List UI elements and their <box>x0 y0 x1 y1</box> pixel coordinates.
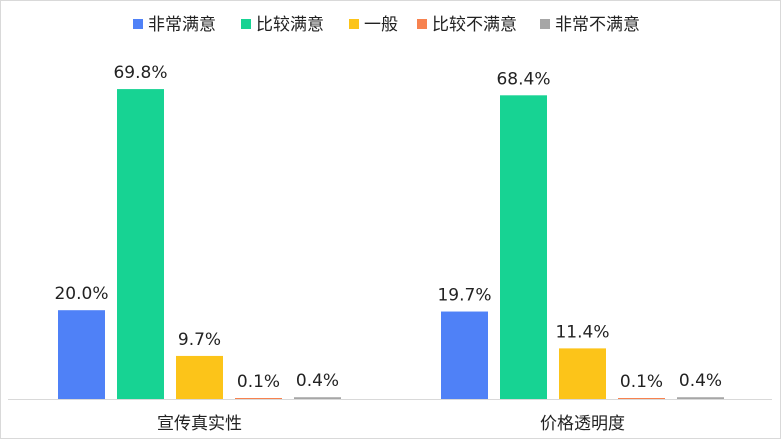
data-label: 68.4% <box>496 69 550 89</box>
data-label: 0.4% <box>296 371 339 391</box>
bar <box>500 95 547 399</box>
legend-swatch <box>540 19 550 29</box>
bar <box>559 348 606 399</box>
legend-swatch <box>417 19 427 29</box>
data-label: 0.4% <box>679 371 722 391</box>
data-label: 19.7% <box>437 286 491 306</box>
legend-label: 非常不满意 <box>555 15 640 35</box>
legend-swatch <box>241 19 251 29</box>
legend-label: 非常满意 <box>148 15 216 35</box>
data-label: 69.8% <box>113 63 167 83</box>
legend-label: 比较不满意 <box>432 15 517 35</box>
category-label: 价格透明度 <box>540 414 625 434</box>
bar <box>58 310 105 399</box>
category-labels-group: 宣传真实性 价格透明度 <box>157 414 625 434</box>
bar <box>677 397 724 399</box>
data-labels-group: 20.0% 69.8% 9.7% 0.1% 0.4% 19.7% 68.4% 11.4% 0.1… <box>54 63 722 392</box>
data-label: 0.1% <box>237 372 280 392</box>
legend-label: 比较满意 <box>256 15 324 35</box>
data-label: 11.4% <box>555 322 609 342</box>
data-label: 0.1% <box>620 372 663 392</box>
category-label: 宣传真实性 <box>157 414 242 434</box>
data-label: 20.0% <box>54 284 108 304</box>
legend: 非常满意 比较满意 一般 比较不满意 非常不满意 <box>133 15 640 35</box>
legend-label: 一般 <box>364 15 398 35</box>
bars-group <box>58 89 724 399</box>
bar <box>176 355 223 399</box>
legend-swatch <box>133 19 143 29</box>
bar <box>235 398 282 399</box>
legend-swatch <box>349 19 359 29</box>
bar <box>117 89 164 399</box>
bar <box>294 397 341 399</box>
bar <box>618 398 665 399</box>
data-label: 9.7% <box>178 330 221 350</box>
bar <box>441 311 488 399</box>
